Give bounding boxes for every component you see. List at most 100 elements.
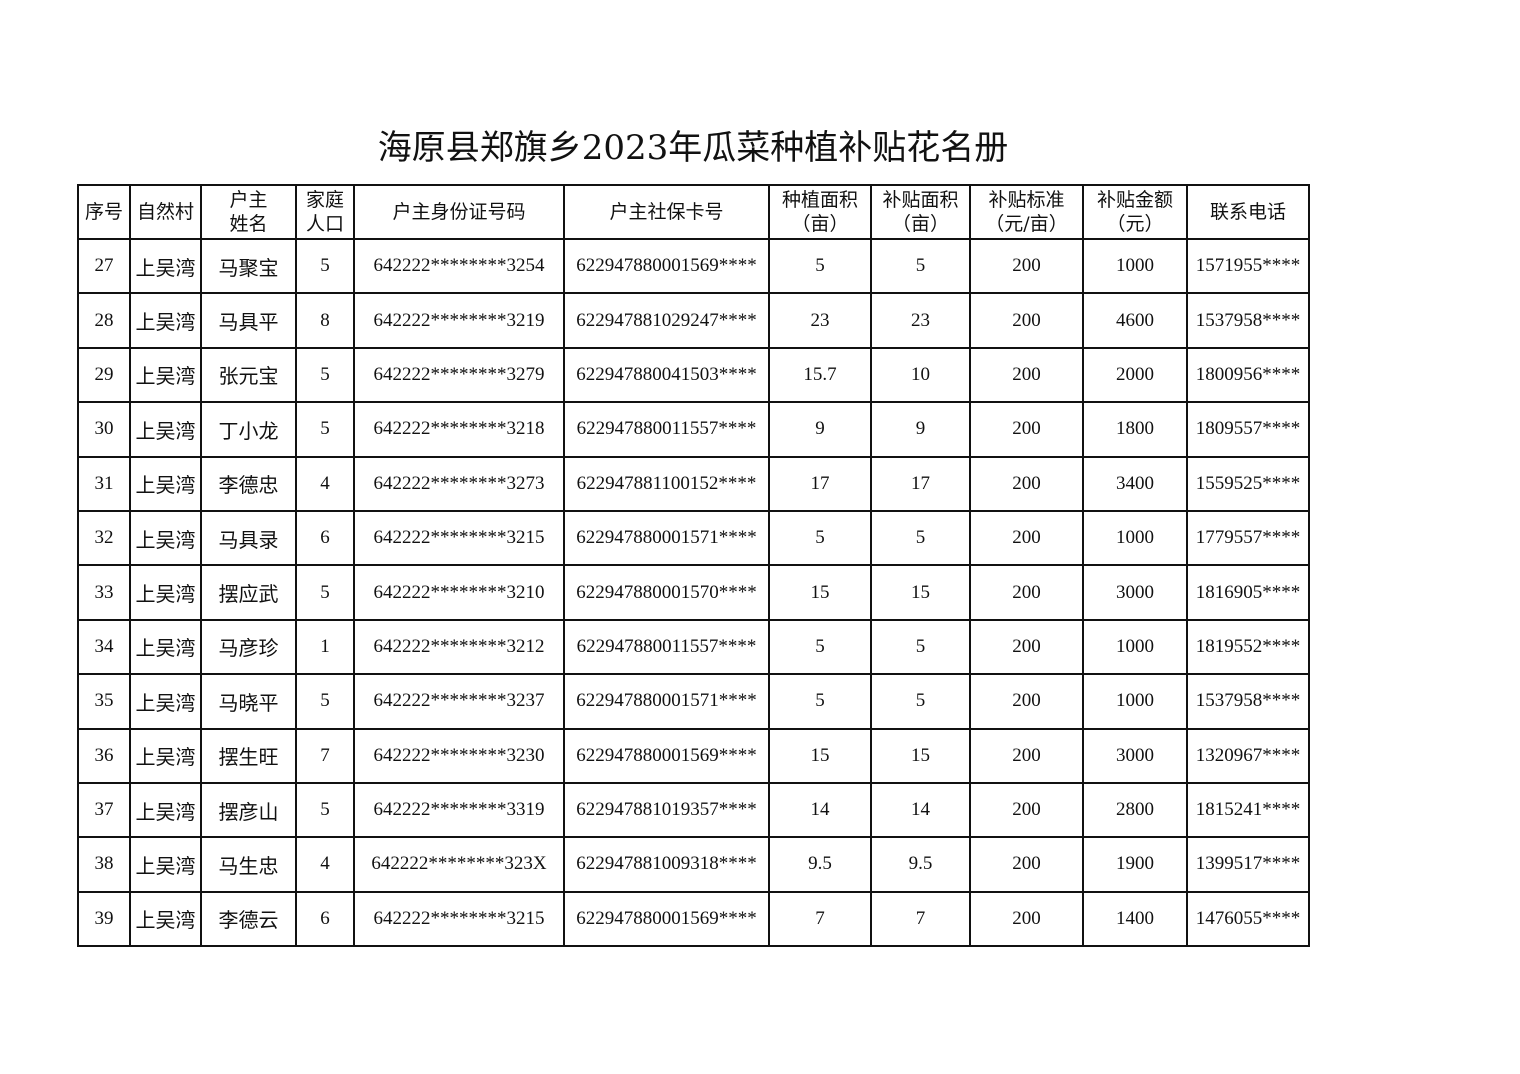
cell-subsidy-rate: 200 bbox=[969, 781, 1084, 839]
cell-serial-no: 32 bbox=[77, 509, 131, 567]
header-subsidy-rate: 补贴标准 （元/亩） bbox=[969, 184, 1084, 240]
header-line-2: （亩） bbox=[791, 213, 849, 235]
header-line-1: 补贴面积 bbox=[882, 189, 959, 211]
cell-household-size: 8 bbox=[295, 292, 355, 349]
cell-subsidy-area: 9.5 bbox=[870, 836, 971, 893]
cell-subsidy-rate: 200 bbox=[969, 673, 1084, 730]
table-row: 31 上吴湾 李德忠 4 642222********3273 6229478811001… bbox=[77, 455, 1310, 512]
cell-planting-area: 5 bbox=[768, 509, 872, 567]
cell-phone: 1815241**** bbox=[1186, 781, 1310, 839]
cell-householder-name: 李德忠 bbox=[200, 455, 297, 512]
cell-social-security-card: 622947880011557**** bbox=[563, 401, 770, 458]
cell-householder-name: 摆生旺 bbox=[200, 727, 297, 784]
cell-household-size: 5 bbox=[295, 237, 355, 295]
document-title: 海原县郑旗乡2023年瓜菜种植补贴花名册 bbox=[377, 128, 1009, 168]
cell-householder-name: 马生忠 bbox=[200, 836, 297, 893]
header-line-1: 补贴金额 bbox=[1096, 189, 1173, 211]
cell-subsidy-area: 17 bbox=[870, 455, 971, 512]
cell-id-number: 642222********3230 bbox=[353, 727, 565, 784]
header-serial-no: 序号 bbox=[77, 184, 131, 240]
cell-subsidy-amount: 3000 bbox=[1082, 564, 1188, 621]
cell-phone: 1399517**** bbox=[1186, 836, 1310, 893]
cell-household-size: 5 bbox=[295, 401, 355, 458]
table-row: 34 上吴湾 马彦珍 1 642222********3212 6229478800115… bbox=[77, 618, 1310, 676]
cell-id-number: 642222********3219 bbox=[353, 292, 565, 349]
cell-subsidy-area: 14 bbox=[870, 781, 971, 839]
cell-village: 上吴湾 bbox=[129, 673, 202, 730]
cell-social-security-card: 622947880001569**** bbox=[563, 237, 770, 295]
header-social-security-card: 户主社保卡号 bbox=[563, 184, 770, 240]
cell-household-size: 7 bbox=[295, 727, 355, 784]
cell-subsidy-area: 9 bbox=[870, 401, 971, 458]
cell-phone: 1559525**** bbox=[1186, 455, 1310, 512]
header-line-1: 家庭 bbox=[305, 189, 344, 211]
cell-social-security-card: 622947880001570**** bbox=[563, 564, 770, 621]
cell-household-size: 4 bbox=[295, 836, 355, 893]
table-row: 33 上吴湾 摆应武 5 642222********3210 6229478800015… bbox=[77, 564, 1310, 621]
table-row: 35 上吴湾 马晓平 5 642222********3237 6229478800015… bbox=[77, 673, 1310, 730]
cell-village: 上吴湾 bbox=[129, 564, 202, 621]
cell-id-number: 642222********3218 bbox=[353, 401, 565, 458]
header-line-2: 姓名 bbox=[229, 213, 268, 235]
cell-id-number: 642222********3279 bbox=[353, 346, 565, 404]
cell-phone: 1800956**** bbox=[1186, 346, 1310, 404]
cell-subsidy-area: 15 bbox=[870, 564, 971, 621]
cell-householder-name: 摆彦山 bbox=[200, 781, 297, 839]
cell-social-security-card: 622947881019357**** bbox=[563, 781, 770, 839]
cell-planting-area: 9.5 bbox=[768, 836, 872, 893]
cell-serial-no: 33 bbox=[77, 564, 131, 621]
cell-planting-area: 15 bbox=[768, 727, 872, 784]
cell-subsidy-amount: 1800 bbox=[1082, 401, 1188, 458]
cell-planting-area: 5 bbox=[768, 673, 872, 730]
cell-household-size: 4 bbox=[295, 455, 355, 512]
cell-householder-name: 马聚宝 bbox=[200, 237, 297, 295]
cell-household-size: 6 bbox=[295, 509, 355, 567]
cell-planting-area: 7 bbox=[768, 890, 872, 948]
cell-id-number: 642222********323X bbox=[353, 836, 565, 893]
cell-phone: 1537958**** bbox=[1186, 673, 1310, 730]
cell-serial-no: 36 bbox=[77, 727, 131, 784]
cell-id-number: 642222********3273 bbox=[353, 455, 565, 512]
cell-serial-no: 34 bbox=[77, 618, 131, 676]
cell-social-security-card: 622947881100152**** bbox=[563, 455, 770, 512]
table-row: 29 上吴湾 张元宝 5 642222********3279 6229478800415… bbox=[77, 346, 1310, 404]
cell-subsidy-area: 5 bbox=[870, 509, 971, 567]
cell-phone: 1320967**** bbox=[1186, 727, 1310, 784]
header-line-1: 户主 bbox=[229, 189, 268, 211]
cell-household-size: 1 bbox=[295, 618, 355, 676]
cell-social-security-card: 622947880001571**** bbox=[563, 509, 770, 567]
cell-subsidy-amount: 1900 bbox=[1082, 836, 1188, 893]
header-phone: 联系电话 bbox=[1186, 184, 1310, 240]
cell-subsidy-amount: 2000 bbox=[1082, 346, 1188, 404]
cell-subsidy-amount: 1400 bbox=[1082, 890, 1188, 948]
table-row: 36 上吴湾 摆生旺 7 642222********3230 6229478800015… bbox=[77, 727, 1310, 784]
table-row: 30 上吴湾 丁小龙 5 642222********3218 6229478800115… bbox=[77, 401, 1310, 458]
cell-household-size: 5 bbox=[295, 673, 355, 730]
header-line-1: 补贴标准 bbox=[988, 189, 1065, 211]
cell-serial-no: 39 bbox=[77, 890, 131, 948]
cell-id-number: 642222********3237 bbox=[353, 673, 565, 730]
table-row: 38 上吴湾 马生忠 4 642222********323X 6229478810093… bbox=[77, 836, 1310, 893]
cell-planting-area: 14 bbox=[768, 781, 872, 839]
cell-planting-area: 9 bbox=[768, 401, 872, 458]
cell-subsidy-rate: 200 bbox=[969, 836, 1084, 893]
cell-id-number: 642222********3212 bbox=[353, 618, 565, 676]
table-row: 28 上吴湾 马具平 8 642222********3219 6229478810292… bbox=[77, 292, 1310, 349]
cell-subsidy-rate: 200 bbox=[969, 727, 1084, 784]
cell-village: 上吴湾 bbox=[129, 781, 202, 839]
cell-subsidy-amount: 2800 bbox=[1082, 781, 1188, 839]
cell-subsidy-amount: 3400 bbox=[1082, 455, 1188, 512]
cell-serial-no: 27 bbox=[77, 237, 131, 295]
cell-phone: 1537958**** bbox=[1186, 292, 1310, 349]
cell-id-number: 642222********3254 bbox=[353, 237, 565, 295]
header-line-2: 人口 bbox=[305, 213, 344, 235]
header-village: 自然村 bbox=[129, 184, 202, 240]
cell-id-number: 642222********3319 bbox=[353, 781, 565, 839]
cell-subsidy-rate: 200 bbox=[969, 401, 1084, 458]
cell-village: 上吴湾 bbox=[129, 727, 202, 784]
cell-household-size: 5 bbox=[295, 564, 355, 621]
cell-subsidy-area: 7 bbox=[870, 890, 971, 948]
cell-social-security-card: 622947880041503**** bbox=[563, 346, 770, 404]
header-line-2: （元） bbox=[1106, 213, 1164, 235]
cell-subsidy-area: 15 bbox=[870, 727, 971, 784]
